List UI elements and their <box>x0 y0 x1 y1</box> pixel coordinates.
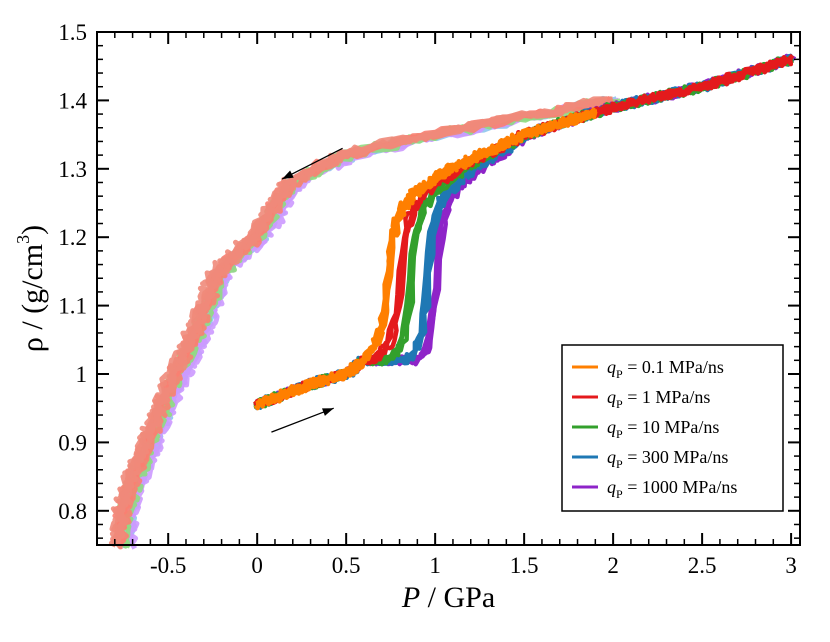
y-tick-label: 1.1 <box>58 294 87 319</box>
x-tick-label: -0.5 <box>150 553 186 578</box>
arrowhead-compression <box>322 408 334 416</box>
arrow-decompression <box>281 147 343 180</box>
legend-label-10: qP = 10 MPa/ns <box>607 417 719 441</box>
legend-label-300: qP = 300 MPa/ns <box>607 447 728 471</box>
y-tick-label: 0.9 <box>58 430 87 455</box>
x-tick-label: 3 <box>785 553 797 578</box>
compression-line-0-1-2 <box>257 110 599 405</box>
y-tick-label: 1.3 <box>58 157 87 182</box>
x-tick-label: 0 <box>251 553 263 578</box>
x-tick-label: 0.5 <box>332 553 361 578</box>
y-axis-label-main: ρ / (g/cm <box>16 244 49 352</box>
y-tick-label: 1 <box>76 362 88 387</box>
arrowhead-decompression <box>282 170 294 180</box>
legend-label-1000: qP = 1000 MPa/ns <box>607 477 737 501</box>
decompression-curves <box>108 95 627 550</box>
plot-frame <box>96 31 801 546</box>
x-axis-title: P / GPa <box>401 581 495 614</box>
arrow-compression <box>271 407 334 433</box>
x-tick-label: 1 <box>429 553 441 578</box>
y-axis-label-close: ) <box>16 225 49 235</box>
y-tick-label: 0.8 <box>58 499 87 524</box>
legend-label-1: qP = 1 MPa/ns <box>607 387 710 411</box>
y-tick-label: 1.2 <box>58 225 87 250</box>
legend-box <box>561 344 784 512</box>
y-axis-title: ρ / (g/cm3) <box>13 225 49 352</box>
legend-label-0-1: qP = 0.1 MPa/ns <box>607 357 724 381</box>
decompression-line-0-1-2 <box>113 99 615 550</box>
direction-arrows <box>271 147 343 433</box>
legend: qP = 0.1 MPa/ns qP = 1 MPa/ns qP = 10 MPa/… <box>561 344 784 512</box>
compression-curves <box>253 53 797 411</box>
x-axis-unit: / GPa <box>420 581 495 614</box>
x-tick-label: 2 <box>607 553 619 578</box>
y-tick-label: 1.4 <box>58 88 87 113</box>
x-tick-label: 2.5 <box>688 553 717 578</box>
y-axis-label-sup: 3 <box>13 235 33 244</box>
y-tick-label: 1.5 <box>58 20 87 45</box>
axis-tick-labels: -0.5 0 0.5 1 1.5 2 2.5 3 0.8 0.9 1 1.1 1.2 1.3 1.4 1.5 <box>58 20 797 578</box>
axis-ticks <box>96 31 800 545</box>
x-axis-symbol: P <box>401 581 420 614</box>
x-tick-label: 1.5 <box>510 553 539 578</box>
